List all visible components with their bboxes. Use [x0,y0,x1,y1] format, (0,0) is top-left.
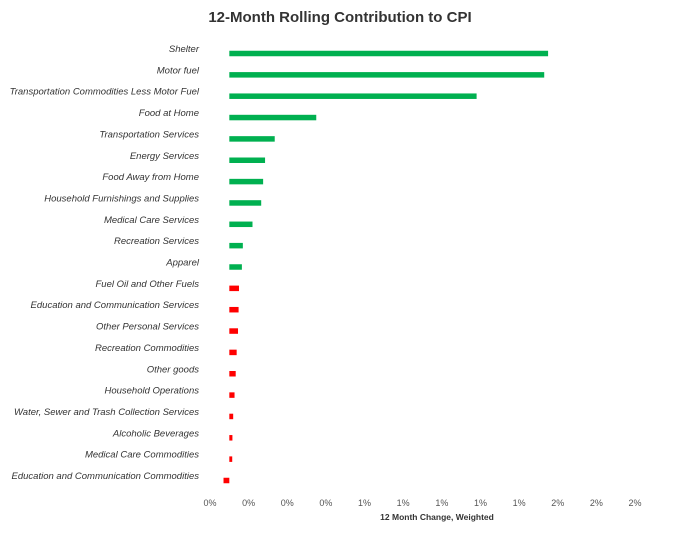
category-label: Food Away from Home [102,172,199,183]
x-tick-label: 2% [629,498,642,508]
bar-food-away-from-home [229,178,264,185]
bar-medical-care-commodities [229,456,233,462]
x-tick-label: 2% [551,498,564,508]
bar-other-personal-services [229,328,239,334]
bar-motor-fuel [229,72,545,78]
bar-education-and-communication-services [229,306,239,313]
x-tick-label: 1% [513,498,526,508]
x-tick-label: 0% [242,498,255,508]
x-tick-label: 0% [319,498,332,508]
category-label: Transportation Services [99,129,199,140]
category-label: Household Operations [104,386,199,397]
bar-recreation-services [229,242,243,249]
bar-water-sewer-and-trash-collection-services [229,413,234,420]
bar-food-at-home [229,114,317,121]
bar-alcoholic-beverages [229,435,233,441]
category-label: Education and Communication Commodities [12,471,200,482]
bar-fuel-oil-and-other-fuels [229,285,239,292]
bar-energy-services [229,157,266,163]
bar-transportation-commodities-less-motor-fuel [229,93,477,99]
bar-apparel [229,264,242,270]
x-tick-label: 0% [203,498,216,508]
category-label: Fuel Oil and Other Fuels [96,279,200,290]
x-axis-ticks: 0% 0% 0% 0% 1% 1% 1% 1% 1% 2% 2% 2% [203,498,641,508]
bar-recreation-commodities [229,349,237,356]
category-label: Household Furnishings and Supplies [44,193,199,204]
category-label: Other goods [147,364,200,375]
bar-other-goods [229,371,236,377]
category-label: Recreation Commodities [95,343,199,354]
category-label: Recreation Services [114,236,199,247]
bar-household-furnishings-and-supplies [229,200,262,206]
category-label: Other Personal Services [96,322,199,333]
x-tick-label: 2% [590,498,603,508]
category-label: Alcoholic Beverages [112,428,199,439]
bar-household-operations [229,392,235,398]
x-tick-label: 1% [435,498,448,508]
bar-medical-care-services [229,221,253,228]
bar-transportation-services [229,136,275,142]
x-axis-title: 12 Month Change, Weighted [380,512,494,522]
category-label: Apparel [165,258,200,269]
category-label: Food at Home [139,108,199,119]
category-label: Energy Services [130,151,199,162]
x-tick-label: 1% [474,498,487,508]
category-label: Water, Sewer and Trash Collection Servic… [14,407,199,418]
category-label: Education and Communication Services [31,300,200,311]
category-label: Shelter [169,44,200,55]
x-tick-label: 1% [358,498,371,508]
chart-title: 12-Month Rolling Contribution to CPI [208,9,471,26]
category-label: Transportation Commodities Less Motor Fu… [10,87,200,98]
bar-shelter [229,50,549,57]
bar-education-and-communication-commodities [223,477,230,484]
x-tick-label: 0% [281,498,294,508]
x-tick-label: 1% [397,498,410,508]
bars [223,50,549,484]
category-label: Motor fuel [157,65,200,76]
category-label: Medical Care Services [104,215,199,226]
category-labels: Shelter Motor fuel Transportation Commodit… [10,44,200,482]
category-label: Medical Care Commodities [85,450,199,461]
